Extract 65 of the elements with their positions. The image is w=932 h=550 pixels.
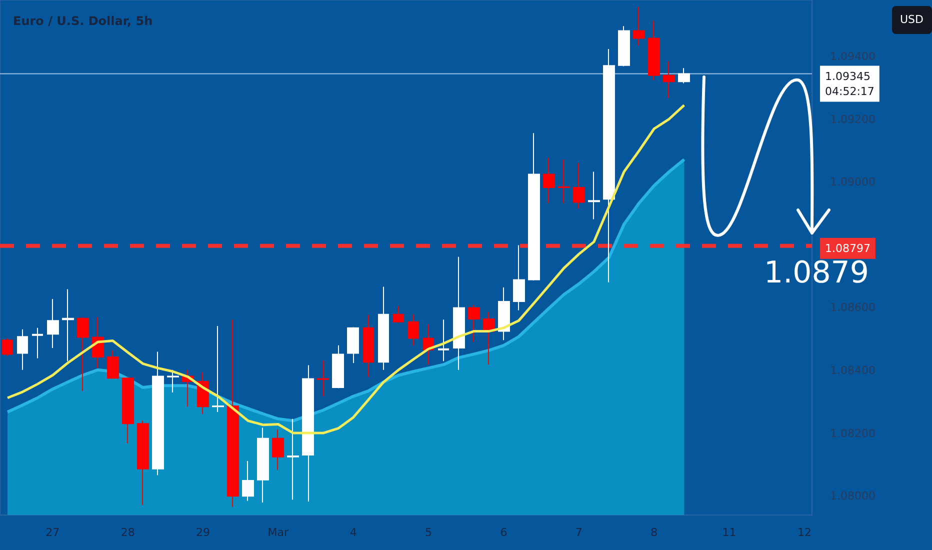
x-tick-label: 29 [196, 526, 210, 539]
x-tick-label: 5 [425, 526, 432, 539]
ref-line-label: 1.08797 [825, 242, 870, 255]
candlestick [408, 314, 419, 346]
candlestick [212, 325, 224, 412]
annotation: 1.0879 [764, 255, 869, 290]
x-tick-label: 11 [722, 526, 736, 539]
candlestick [332, 344, 344, 389]
candlestick [107, 350, 119, 380]
candlestick [47, 298, 59, 348]
candlestick [468, 304, 480, 342]
candlestick [528, 132, 540, 281]
text: USD [900, 13, 924, 26]
candlestick [678, 68, 690, 84]
candlestick [347, 326, 359, 364]
candlestick [122, 376, 134, 444]
candlestick [498, 286, 510, 341]
candlestick [588, 171, 600, 220]
candlestick [62, 288, 74, 362]
candlestick [633, 6, 645, 46]
x-tick-label: 7 [575, 526, 582, 539]
x-tick-label: 28 [120, 526, 135, 539]
x-tick-label: 4 [350, 526, 357, 539]
candlestick [558, 159, 570, 204]
x-tick-label: 8 [650, 526, 658, 539]
y-tick-label: 1.09000 [830, 176, 876, 189]
candlestick [152, 351, 164, 476]
candlestick [257, 427, 269, 503]
candlestick [77, 316, 89, 392]
candlestick [287, 418, 299, 500]
y-tick-label: 1.08200 [830, 426, 876, 440]
candlestick [227, 319, 239, 508]
candlestick [363, 314, 374, 378]
y-tick-label: 1.09400 [830, 50, 876, 64]
x-tick-label: 6 [500, 526, 508, 539]
candlestick [137, 420, 149, 506]
ref-line-label: 1.09345 [825, 70, 870, 83]
x-tick-label: 12 [797, 526, 812, 539]
candlestick [663, 60, 675, 98]
candlestick [618, 26, 630, 67]
line-series [6, 104, 686, 434]
candlestick [648, 20, 660, 81]
candlestick [302, 364, 314, 502]
candlestick [32, 327, 43, 359]
text: 04:52:17 [825, 84, 874, 98]
candlestick [378, 286, 389, 370]
candlestick [603, 48, 615, 283]
x-tick-label: Mar [268, 526, 290, 539]
candlestick [242, 460, 254, 502]
y-tick-label: 1.09200 [830, 112, 876, 126]
candlestick [573, 162, 585, 210]
candlestick [2, 338, 13, 357]
candlestick [393, 306, 404, 324]
candlestick [453, 256, 465, 370]
y-tick-label: 1.08000 [830, 490, 876, 503]
candlestick [17, 328, 28, 370]
y-tick-label: 1.08600 [830, 301, 876, 314]
candlestick [513, 244, 525, 311]
y-tick-label: 1.08400 [830, 364, 876, 378]
candlestick [543, 157, 555, 204]
text: Euro / U.S. Dollar, 5h [13, 14, 153, 28]
candlestick [317, 360, 329, 397]
candlestick [438, 319, 449, 362]
candlestick [272, 429, 284, 470]
x-tick-label: 27 [46, 526, 60, 539]
